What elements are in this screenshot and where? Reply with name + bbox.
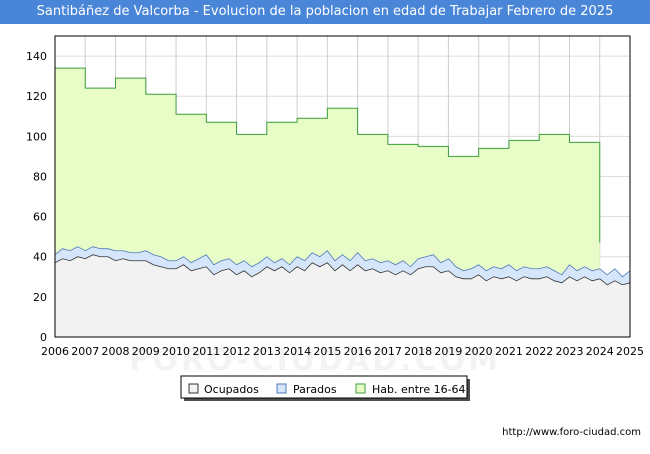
series-ocupados-area: [55, 254, 630, 337]
y-axis-ticks: 0 20 40 60 80 100 120 140: [26, 50, 47, 344]
plot-border: [54, 35, 631, 338]
y-tick-label-4: 80: [33, 170, 47, 183]
legend-swatch-parados: [276, 383, 287, 394]
y-tick-label-2: 40: [33, 251, 47, 264]
legend-label-ocupados: Ocupados: [204, 383, 259, 396]
x-tick-label-13: 2019: [434, 345, 462, 358]
x-tick-label-12: 2018: [404, 345, 432, 358]
legend-swatch-hab: [355, 383, 366, 394]
y-tick-label-0: 0: [40, 331, 47, 344]
legend-box: [180, 375, 468, 399]
x-tick-label-3: 2009: [132, 345, 160, 358]
y-tick-label-6: 120: [26, 90, 47, 103]
x-tick-label-0: 2006: [41, 345, 69, 358]
x-tick-label-16: 2022: [525, 345, 553, 358]
y-tick-label-3: 60: [33, 211, 47, 224]
series-ocupados-line: [54, 254, 631, 286]
x-tick-label-8: 2014: [283, 345, 311, 358]
legend-swatch-ocupados: [188, 383, 199, 394]
x-axis-ticks: 2006 2007 2008 2009 2010 2011 2012 2013 2014 2015…: [41, 345, 644, 358]
watermark-text: FORO-CIUDAD.COM: [129, 343, 501, 378]
y-tick-label-5: 100: [26, 130, 47, 143]
x-tick-label-11: 2017: [374, 345, 402, 358]
footer-url[interactable]: http://www.foro-ciudad.com: [502, 427, 641, 438]
x-tick-label-9: 2015: [313, 345, 341, 358]
series-areas: [54, 67, 631, 338]
x-tick-label-17: 2023: [555, 345, 583, 358]
x-tick-label-14: 2020: [465, 345, 493, 358]
x-tick-label-15: 2021: [495, 345, 523, 358]
legend-label-hab: Hab. entre 16-64: [372, 383, 466, 396]
chart-frame: FORO-CIUDAD.COM 0 20 40 60 80 100 120 140 2006 2…: [0, 24, 650, 450]
series-parados-line: [54, 246, 631, 278]
watermark: FORO-CIUDAD.COM: [129, 343, 501, 378]
legend-label-parados: Parados: [293, 383, 337, 396]
x-tick-label-5: 2011: [192, 345, 220, 358]
chart-title: Santibáñez de Valcorba - Evolucion de la…: [0, 0, 650, 24]
series-hab-line: [55, 67, 601, 243]
x-tick-label-7: 2013: [253, 345, 281, 358]
legend: Ocupados Parados Hab. entre 16-64: [180, 375, 470, 401]
x-tick-label-18: 2024: [586, 345, 614, 358]
x-tick-label-19: 2025: [616, 345, 644, 358]
x-tick-label-2: 2008: [102, 345, 130, 358]
x-tick-label-1: 2007: [71, 345, 99, 358]
y-tick-label-7: 140: [26, 50, 47, 63]
y-tick-label-1: 20: [33, 291, 47, 304]
x-tick-label-6: 2012: [223, 345, 251, 358]
x-tick-label-4: 2010: [162, 345, 190, 358]
x-tick-label-10: 2016: [344, 345, 372, 358]
